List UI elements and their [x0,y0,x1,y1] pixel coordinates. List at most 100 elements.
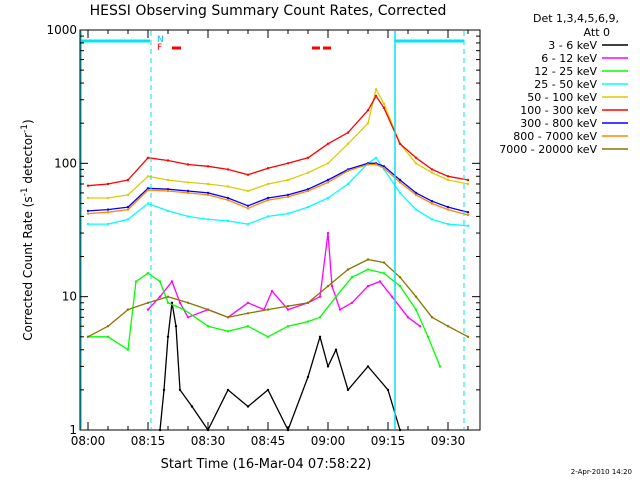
data-point [246,173,250,176]
data-point [126,348,130,351]
legend-label: 300 - 800 keV [520,117,597,130]
data-point [326,181,330,184]
data-point [182,308,186,311]
data-point [382,261,386,264]
data-point [206,218,210,221]
data-point [146,175,150,178]
data-point [326,231,330,235]
data-point [86,184,90,187]
data-point [158,280,162,283]
y-tick-label: 1 [69,423,77,437]
data-point [466,224,470,227]
plot-frame [79,29,481,431]
y-label-prefix: Corrected Count Rate (s [21,196,35,340]
data-point [398,178,402,182]
data-point [206,308,210,311]
data-point [326,178,330,182]
x-tick-label: 09:15 [371,434,406,448]
data-point [126,208,130,211]
data-point [86,335,90,338]
data-point [166,335,170,338]
legend-header-line2: Att 0 [584,26,610,39]
data-point [206,191,210,195]
data-point [366,365,370,368]
data-point [414,308,418,311]
data-point [286,304,290,308]
data-point [366,109,370,112]
data-point [318,316,322,319]
data-point [286,212,290,215]
data-point [266,215,270,218]
data-point [162,388,166,392]
data-point [306,205,310,209]
data-point [306,189,310,193]
data-point [330,284,334,288]
data-point [286,162,290,165]
x-tick-label: 08:45 [251,434,286,448]
data-point [86,196,90,200]
data-point [466,211,470,214]
data-point [246,189,250,193]
data-point [326,142,330,145]
data-point [382,272,386,275]
axis-ticks: 08:00 08:15 08:30 08:45 09:00 09:15 09:30 1 10 10… [46,23,480,448]
data-point [446,178,450,182]
data-point [206,193,210,197]
data-point [306,171,310,174]
data-point [166,295,170,298]
data-point [286,325,290,328]
data-point [306,320,310,323]
data-point [430,218,434,221]
y-label-mid: detector [21,133,35,188]
data-point [186,191,190,195]
data-point [446,325,450,328]
data-point [126,218,130,221]
data-point [346,182,350,186]
data-point [466,213,470,217]
data-point [446,208,450,211]
data-point [166,189,170,193]
data-point [106,211,110,214]
data-point [366,163,370,166]
data-point [430,316,434,319]
data-point [146,187,150,190]
data-point [158,295,162,298]
data-point [414,193,418,197]
data-point [246,405,250,408]
data-point [166,209,170,213]
data-point [206,325,210,328]
footer-date: 2-Apr-2010 14:20 [571,468,632,476]
data-point [246,207,250,210]
data-point [126,205,130,209]
y-tick-label: 100 [54,156,77,170]
data-point [246,222,250,226]
data-point [398,181,402,184]
data-point [398,142,402,145]
data-point [390,295,394,298]
data-point [126,308,130,311]
data-point [266,196,270,200]
data-point [414,162,418,165]
data-point [414,208,418,211]
data-point [186,316,190,319]
legend-label: 7000 - 20000 keV [499,143,597,156]
data-point [266,388,270,392]
data-point [346,268,350,271]
data-point [146,202,150,205]
data-point [266,167,270,170]
data-point [106,335,110,338]
data-point [246,301,250,304]
data-point [366,122,370,125]
data-point [382,106,386,110]
data-point [346,131,350,134]
data-point [374,163,378,166]
data-point [326,365,330,368]
data-point [438,365,442,368]
x-tick-label: 08:15 [131,434,166,448]
data-point [398,284,402,288]
data-point [306,301,310,304]
series-line [88,157,469,227]
data-point [286,195,290,199]
data-point [146,272,150,275]
